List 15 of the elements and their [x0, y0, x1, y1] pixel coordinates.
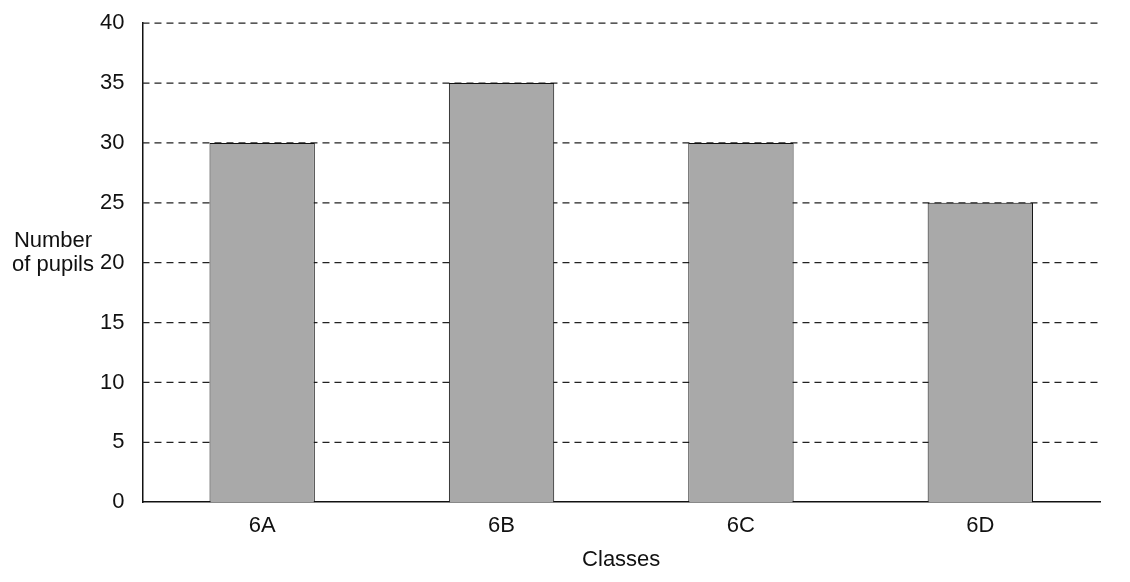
y-tick-label: 40 — [99, 9, 125, 35]
x-axis-title: Classes — [582, 545, 661, 571]
y-tick-label: 25 — [99, 188, 125, 214]
y-tick-label: 10 — [99, 368, 125, 394]
y-tick-label: 0 — [112, 488, 125, 514]
y-tick-label: 20 — [99, 248, 125, 274]
x-tick-label: 6A — [248, 512, 276, 538]
y-axis-title: Number of pupils — [11, 227, 95, 276]
y-tick-label: 15 — [99, 308, 125, 334]
x-tick-label: 6C — [726, 512, 756, 538]
y-tick-label: 35 — [99, 69, 125, 95]
y-tick-label: 5 — [112, 428, 125, 454]
x-tick-label: 6B — [488, 512, 516, 538]
x-tick-label: 6D — [966, 512, 995, 538]
y-tick-label: 30 — [99, 129, 125, 155]
